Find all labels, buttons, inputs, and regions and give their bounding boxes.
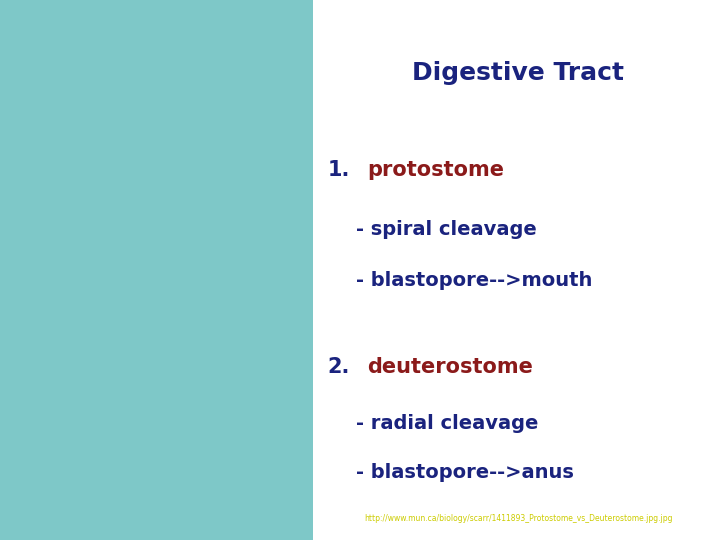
Text: deuterostome: deuterostome (367, 357, 533, 377)
Text: http://www.mun.ca/biology/scarr/1411893_Protostome_vs_Deuterostome.jpg.jpg: http://www.mun.ca/biology/scarr/1411893_… (364, 514, 672, 523)
Text: 1.: 1. (328, 160, 350, 180)
Text: - radial cleavage: - radial cleavage (356, 414, 539, 434)
Text: - spiral cleavage: - spiral cleavage (356, 220, 537, 239)
Text: - blastopore-->anus: - blastopore-->anus (356, 463, 575, 482)
Text: - blastopore-->mouth: - blastopore-->mouth (356, 271, 593, 291)
Text: 2.: 2. (328, 357, 350, 377)
Text: Digestive Tract: Digestive Tract (413, 61, 624, 85)
FancyBboxPatch shape (0, 0, 313, 540)
Text: protostome: protostome (367, 160, 504, 180)
